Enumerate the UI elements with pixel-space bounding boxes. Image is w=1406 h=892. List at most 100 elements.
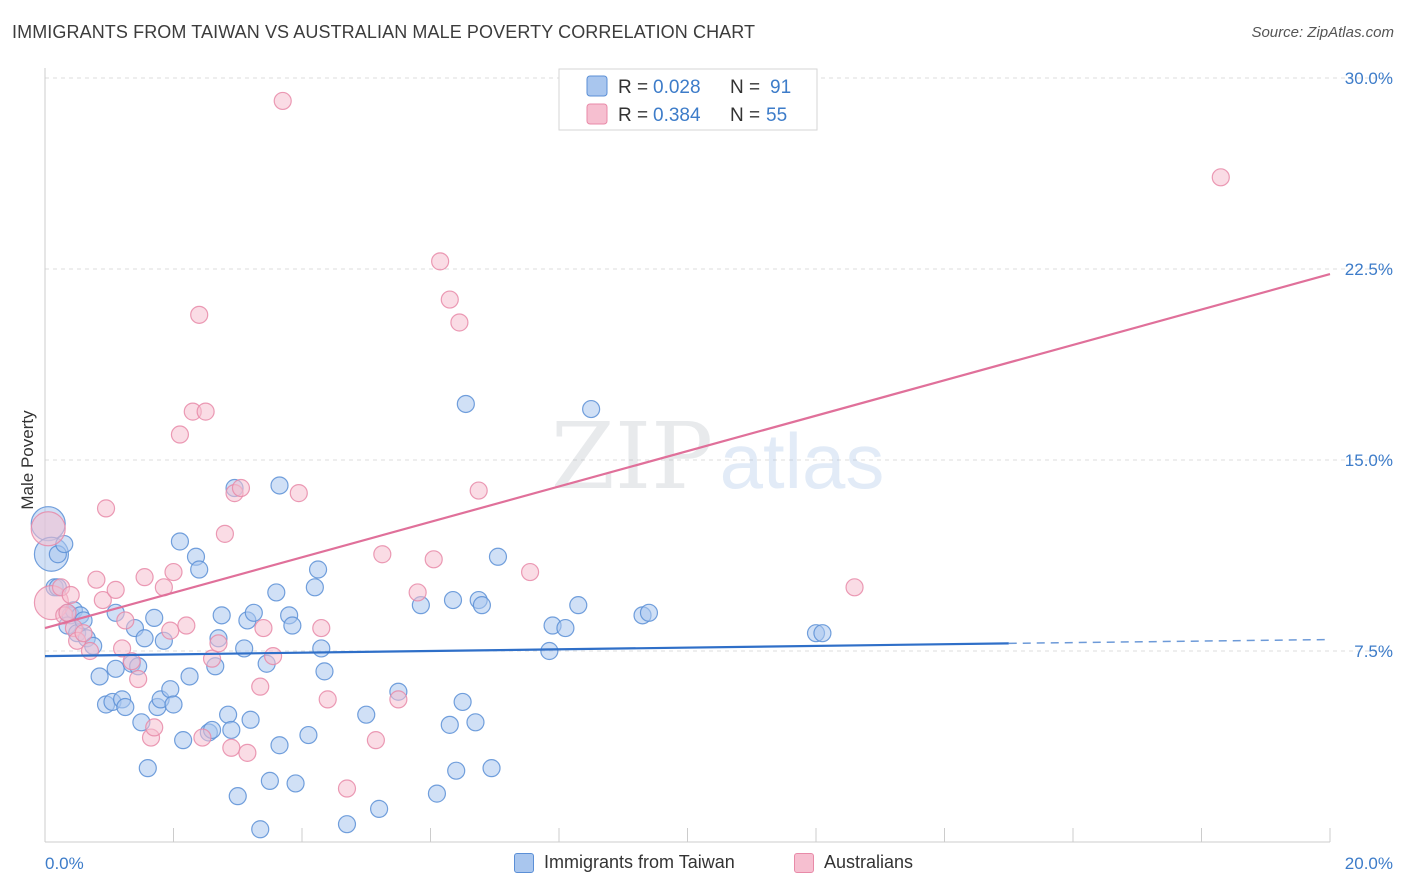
australians-point-32 [215,524,234,543]
taiwan-point-79 [488,547,508,566]
taiwan-point-32 [170,532,190,551]
australians-point-39 [263,646,283,666]
taiwan-point-43 [222,720,241,740]
taiwan-point-86 [639,603,659,622]
australians-trend-line [44,273,1331,630]
australians-point-42 [312,618,331,638]
australians-point-4 [58,603,77,622]
australians-point-56 [1211,168,1230,187]
taiwan-point-48 [241,710,260,729]
australians-point-44 [337,779,357,798]
taiwan-point-66 [370,799,389,818]
taiwan-trend-extension [1008,638,1331,645]
taiwan-point-61 [308,560,328,579]
taiwan-point-19 [116,697,135,717]
taiwan-point-78 [482,759,501,778]
taiwan-point-36 [190,560,209,579]
taiwan-point-64 [337,815,357,834]
legend-n-label-1: N = [730,77,760,98]
australians-point-23 [164,562,183,582]
australians-point-46 [373,545,392,564]
taiwan-point-27 [138,759,157,778]
taiwan-point-55 [270,736,289,755]
taiwan-point-74 [456,394,475,414]
australians-point-55 [845,578,864,597]
trend-lines [44,273,1331,658]
taiwan-point-58 [286,774,305,793]
bottom-legend-swatch-australians [794,852,814,873]
australians-point-12 [96,499,116,518]
australians-point-14 [112,639,132,658]
australians-point-9 [80,641,100,661]
taiwan-point-50 [251,820,270,839]
australians-point-0 [30,511,66,547]
taiwan-point-69 [427,784,447,803]
australians-point-51 [440,290,459,309]
taiwan-point-70 [440,715,459,734]
taiwan-point-84 [582,399,601,419]
australians-point-10 [87,570,106,589]
australians-point-41 [289,484,308,503]
taiwan-point-90 [135,629,154,648]
australians-point-52 [450,313,469,332]
taiwan-point-60 [305,578,324,597]
legend-swatch-australians [586,103,608,125]
taiwan-point-31 [164,695,183,714]
bottom-legend-taiwan[interactable]: Immigrants from Taiwan [514,852,735,873]
source-label: Source: ZipAtlas.com [1251,24,1394,41]
taiwan-point-63 [315,662,334,681]
australians-points [30,91,1230,798]
y-tick-label-0: 7.5% [1354,642,1393,661]
legend-n-value-1: 91 [770,77,791,98]
taiwan-point-83 [569,596,588,615]
correlation-legend: R = 0.028 N = 91 R = 0.384 N = 55 [558,68,818,131]
watermark: ZIP atlas [551,403,884,510]
taiwan-point-49 [244,603,263,622]
taiwan-point-45 [228,787,247,806]
taiwan-point-54 [270,476,289,495]
grid-lines [45,77,1392,652]
chart-title: IMMIGRANTS FROM TAIWAN VS AUSTRALIAN MAL… [12,22,756,42]
australians-point-45 [366,731,385,750]
axes [44,68,1331,843]
taiwan-point-17 [106,659,125,678]
bottom-legend-label-australians: Australians [824,852,914,872]
australians-point-17 [129,669,148,689]
taiwan-point-14 [90,667,109,686]
legend-r-value-1: 0.028 [653,77,701,98]
taiwan-trend-line [44,642,1009,658]
australians-point-13 [106,580,125,599]
watermark-atlas: atlas [720,417,885,505]
australians-point-31 [209,634,228,653]
taiwan-point-59 [299,725,318,745]
australians-point-35 [231,478,251,498]
australians-point-43 [318,690,337,709]
taiwan-point-30 [161,680,180,699]
australians-point-37 [251,677,270,696]
taiwan-point-72 [447,761,466,780]
taiwan-point-82 [556,618,575,638]
y-tick-label-1: 15.0% [1345,451,1393,470]
australians-point-20 [145,718,164,737]
australians-point-28 [193,728,212,747]
bottom-legend-label-taiwan: Immigrants from Taiwan [544,852,735,872]
taiwan-point-41 [212,606,231,625]
taiwan-point-65 [357,705,376,724]
y-tick-label-2: 22.5% [1345,260,1393,279]
bottom-legend: Immigrants from Taiwan Australians [0,852,1406,878]
legend-r-label-1: R = [618,77,648,98]
x-tick-label-max: 20.0% [1345,854,1393,873]
taiwan-point-73 [453,692,472,712]
australians-point-49 [424,550,443,569]
australians-point-16 [122,652,141,671]
australians-point-25 [177,616,196,635]
y-tick-label-3: 30.0% [1345,69,1393,88]
taiwan-point-62 [312,639,331,658]
australians-point-22 [161,621,180,640]
bottom-legend-australians[interactable]: Australians [794,852,913,873]
taiwan-point-75 [466,713,485,732]
bottom-legend-swatch-taiwan [514,852,534,873]
australians-point-5 [61,585,80,605]
taiwan-point-80 [540,641,559,661]
